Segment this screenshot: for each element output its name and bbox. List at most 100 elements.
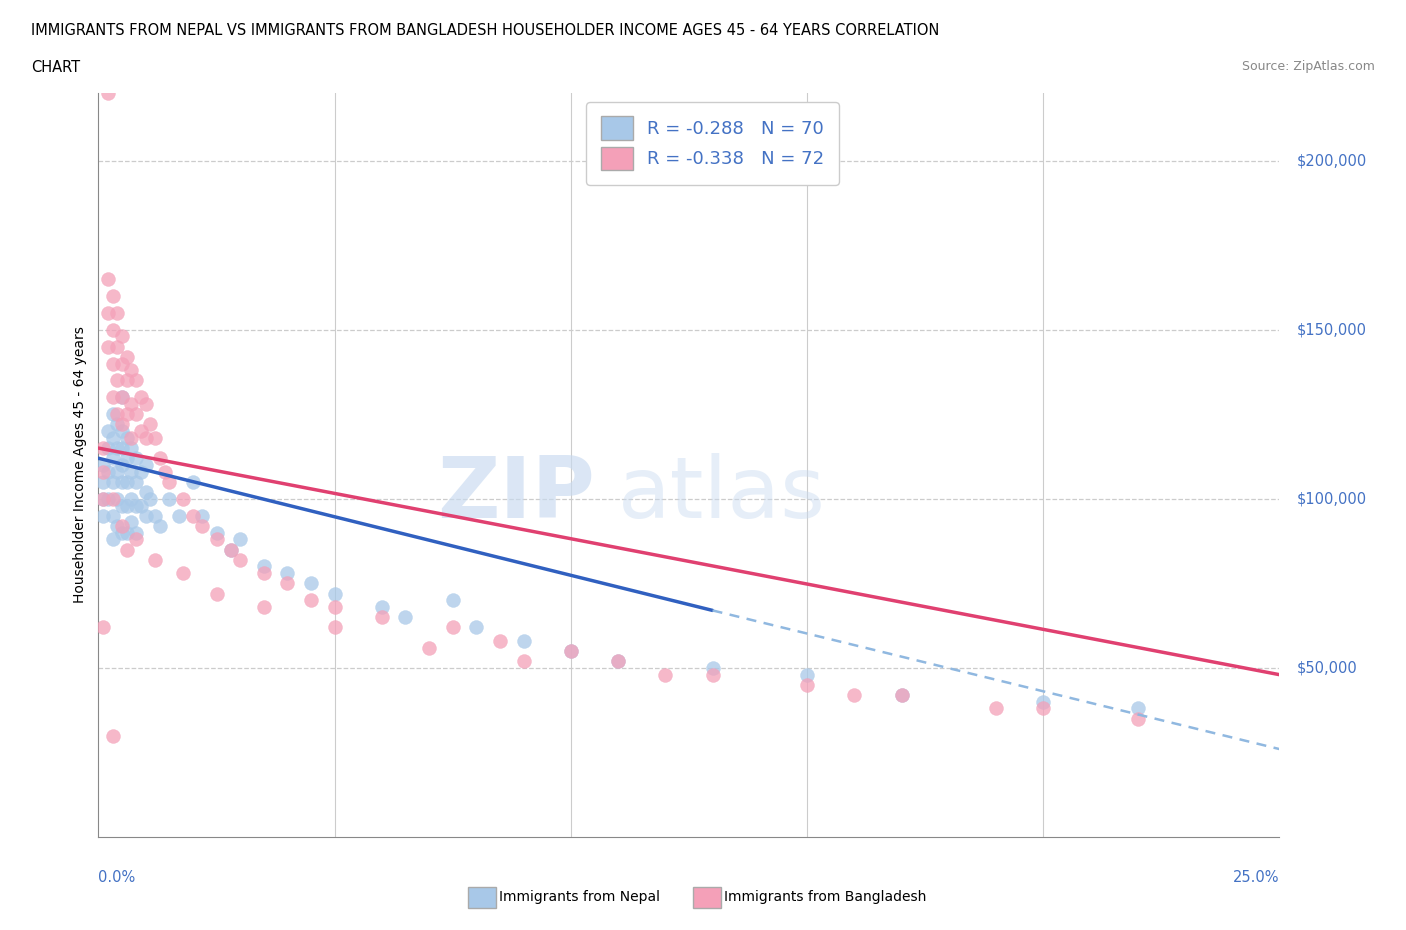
Point	[101, 356, 124, 371]
Point	[205, 532, 228, 547]
Point	[101, 509, 124, 524]
Point	[111, 474, 134, 489]
Point	[115, 373, 138, 388]
Point	[105, 441, 128, 456]
Text: $100,000: $100,000	[1298, 491, 1367, 506]
Point	[560, 644, 582, 658]
Point	[702, 660, 724, 675]
Point	[253, 559, 276, 574]
Point	[229, 552, 252, 567]
Point	[441, 620, 464, 635]
Point	[323, 586, 346, 601]
Point	[890, 687, 912, 702]
Point	[97, 272, 120, 286]
Point	[105, 305, 128, 320]
Point	[1032, 701, 1054, 716]
Point	[299, 592, 322, 607]
Point	[139, 417, 162, 432]
Point	[111, 390, 134, 405]
Point	[465, 620, 488, 635]
Point	[890, 687, 912, 702]
Point	[323, 620, 346, 635]
Point	[121, 397, 143, 412]
Point	[560, 644, 582, 658]
Point	[121, 464, 143, 479]
Point	[441, 592, 464, 607]
Point	[97, 339, 120, 354]
Point	[111, 458, 134, 472]
Point	[796, 677, 818, 692]
Point	[654, 667, 676, 682]
Point	[253, 565, 276, 580]
Point	[191, 518, 214, 533]
Text: Source: ZipAtlas.com: Source: ZipAtlas.com	[1241, 60, 1375, 73]
Point	[115, 498, 138, 513]
Point	[172, 491, 194, 506]
Y-axis label: Householder Income Ages 45 - 64 years: Householder Income Ages 45 - 64 years	[73, 326, 87, 604]
Point	[91, 491, 114, 506]
Point	[125, 373, 148, 388]
Point	[512, 633, 534, 648]
Point	[101, 323, 124, 338]
Point	[371, 600, 394, 615]
Point	[253, 600, 276, 615]
Point	[135, 458, 157, 472]
Point	[105, 518, 128, 533]
Point	[91, 474, 114, 489]
Point	[91, 491, 114, 506]
Point	[299, 576, 322, 591]
Point	[181, 474, 204, 489]
Point	[796, 667, 818, 682]
Point	[101, 431, 124, 445]
Point	[276, 576, 298, 591]
Point	[101, 451, 124, 466]
Point	[984, 701, 1007, 716]
Point	[121, 363, 143, 378]
Point	[121, 431, 143, 445]
Point	[97, 464, 120, 479]
Point	[101, 390, 124, 405]
Text: $150,000: $150,000	[1298, 322, 1367, 338]
Point	[139, 491, 162, 506]
Point	[172, 565, 194, 580]
Point	[97, 491, 120, 506]
Text: Immigrants from Bangladesh: Immigrants from Bangladesh	[724, 890, 927, 905]
Point	[181, 509, 204, 524]
Point	[97, 441, 120, 456]
Text: 0.0%: 0.0%	[98, 870, 135, 885]
Point	[167, 509, 190, 524]
Point	[111, 417, 134, 432]
Point	[105, 464, 128, 479]
Point	[323, 600, 346, 615]
Point	[101, 288, 124, 303]
Point	[607, 654, 630, 669]
Point	[153, 464, 176, 479]
Point	[97, 305, 120, 320]
Point	[115, 451, 138, 466]
Point	[276, 565, 298, 580]
Point	[143, 431, 166, 445]
Point	[191, 509, 214, 524]
Point	[125, 532, 148, 547]
Point	[143, 552, 166, 567]
Point	[111, 518, 134, 533]
Point	[111, 498, 134, 513]
Point	[418, 640, 440, 655]
Text: Immigrants from Nepal: Immigrants from Nepal	[499, 890, 661, 905]
Point	[1126, 701, 1149, 716]
Point	[111, 390, 134, 405]
Point	[607, 654, 630, 669]
Point	[129, 390, 152, 405]
Point	[125, 498, 148, 513]
Point	[105, 373, 128, 388]
Point	[101, 474, 124, 489]
Point	[125, 406, 148, 421]
Point	[489, 633, 512, 648]
Point	[115, 406, 138, 421]
Point	[111, 356, 134, 371]
Legend: R = -0.288   N = 70, R = -0.338   N = 72: R = -0.288 N = 70, R = -0.338 N = 72	[586, 102, 839, 184]
Point	[111, 441, 134, 456]
Point	[229, 532, 252, 547]
Text: atlas: atlas	[619, 453, 827, 537]
Point	[157, 474, 180, 489]
